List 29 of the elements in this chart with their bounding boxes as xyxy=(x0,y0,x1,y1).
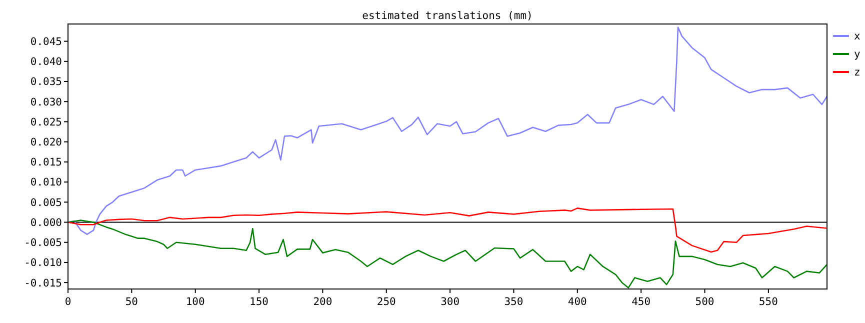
x-tick-label: 50 xyxy=(125,296,138,308)
y-tick-label: 0.030 xyxy=(30,96,62,108)
y-tick-label: 0.040 xyxy=(30,56,62,68)
x-tick-label: 250 xyxy=(376,296,396,308)
y-tick-label: 0.010 xyxy=(30,176,62,189)
chart-title: estimated translations (mm) xyxy=(362,10,533,22)
x-tick-label: 500 xyxy=(695,296,714,308)
legend-label: z xyxy=(854,66,860,79)
x-tick-label: 100 xyxy=(186,296,205,308)
x-tick-label: 300 xyxy=(440,296,460,308)
x-tick-label: 400 xyxy=(568,296,587,308)
x-tick-label: 450 xyxy=(632,296,651,308)
y-tick-label: -0.015 xyxy=(24,277,62,290)
legend-label: y xyxy=(854,48,860,61)
legend-label: x xyxy=(854,30,860,43)
y-tick-label: 0.045 xyxy=(30,36,62,48)
y-tick-label: 0.020 xyxy=(30,136,62,148)
x-tick-label: 550 xyxy=(758,296,778,308)
y-tick-label: -0.010 xyxy=(24,257,62,270)
y-tick-label: -0.005 xyxy=(24,237,62,250)
y-tick-label: 0.025 xyxy=(30,116,62,128)
y-tick-label: 0.005 xyxy=(30,196,62,209)
y-tick-label: 0.035 xyxy=(30,76,62,88)
x-tick-label: 0 xyxy=(64,296,72,308)
y-tick-label: 0.000 xyxy=(30,216,62,229)
x-tick-label: 150 xyxy=(250,296,269,308)
x-tick-label: 350 xyxy=(504,296,524,308)
x-tick-label: 200 xyxy=(313,296,332,308)
y-tick-label: 0.015 xyxy=(30,156,62,169)
